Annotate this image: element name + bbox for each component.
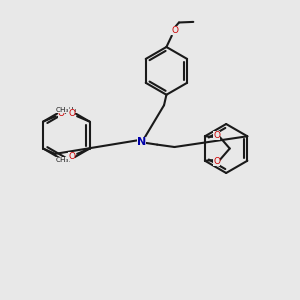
Text: O: O	[213, 157, 220, 166]
Text: O: O	[68, 109, 75, 118]
Text: O: O	[213, 131, 220, 140]
Text: O: O	[58, 109, 64, 118]
Text: CH₃: CH₃	[56, 107, 69, 113]
Text: O: O	[171, 26, 178, 35]
Text: CH₃: CH₃	[56, 158, 69, 164]
Text: CH₃: CH₃	[64, 107, 77, 113]
Text: O: O	[68, 152, 75, 161]
Text: N: N	[137, 136, 146, 147]
